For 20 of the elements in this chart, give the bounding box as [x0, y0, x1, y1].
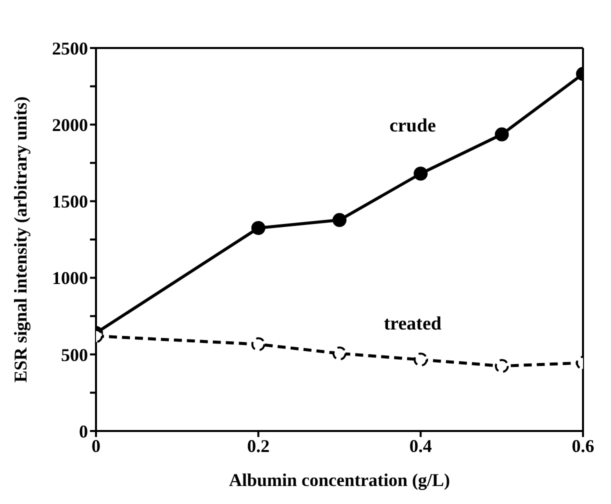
series-label: treated [384, 314, 442, 335]
x-tick-label: 0 [92, 436, 100, 456]
point [332, 213, 346, 228]
point [332, 346, 346, 360]
x-axis-title: Albumin concentration (g/L) [228, 470, 450, 490]
y-axis-title: ESR signal intensity (arbitrary units) [10, 96, 30, 383]
point [251, 221, 266, 236]
y-tick-label: 500 [61, 344, 88, 365]
x-tick-label: 0.4 [409, 436, 432, 456]
y-tick-label: 1000 [52, 268, 88, 288]
x-tick-label: 0.2 [247, 436, 270, 456]
y-tick-label: 2000 [52, 114, 88, 135]
series-label: crude [389, 116, 436, 137]
point [251, 337, 266, 352]
x-tick-label: 0.6 [572, 436, 594, 456]
y-tick-label: 1500 [52, 192, 88, 212]
point [414, 352, 428, 367]
point [414, 166, 428, 181]
y-tick-label: 0 [79, 421, 88, 442]
y-tick-label: 2500 [52, 38, 88, 58]
